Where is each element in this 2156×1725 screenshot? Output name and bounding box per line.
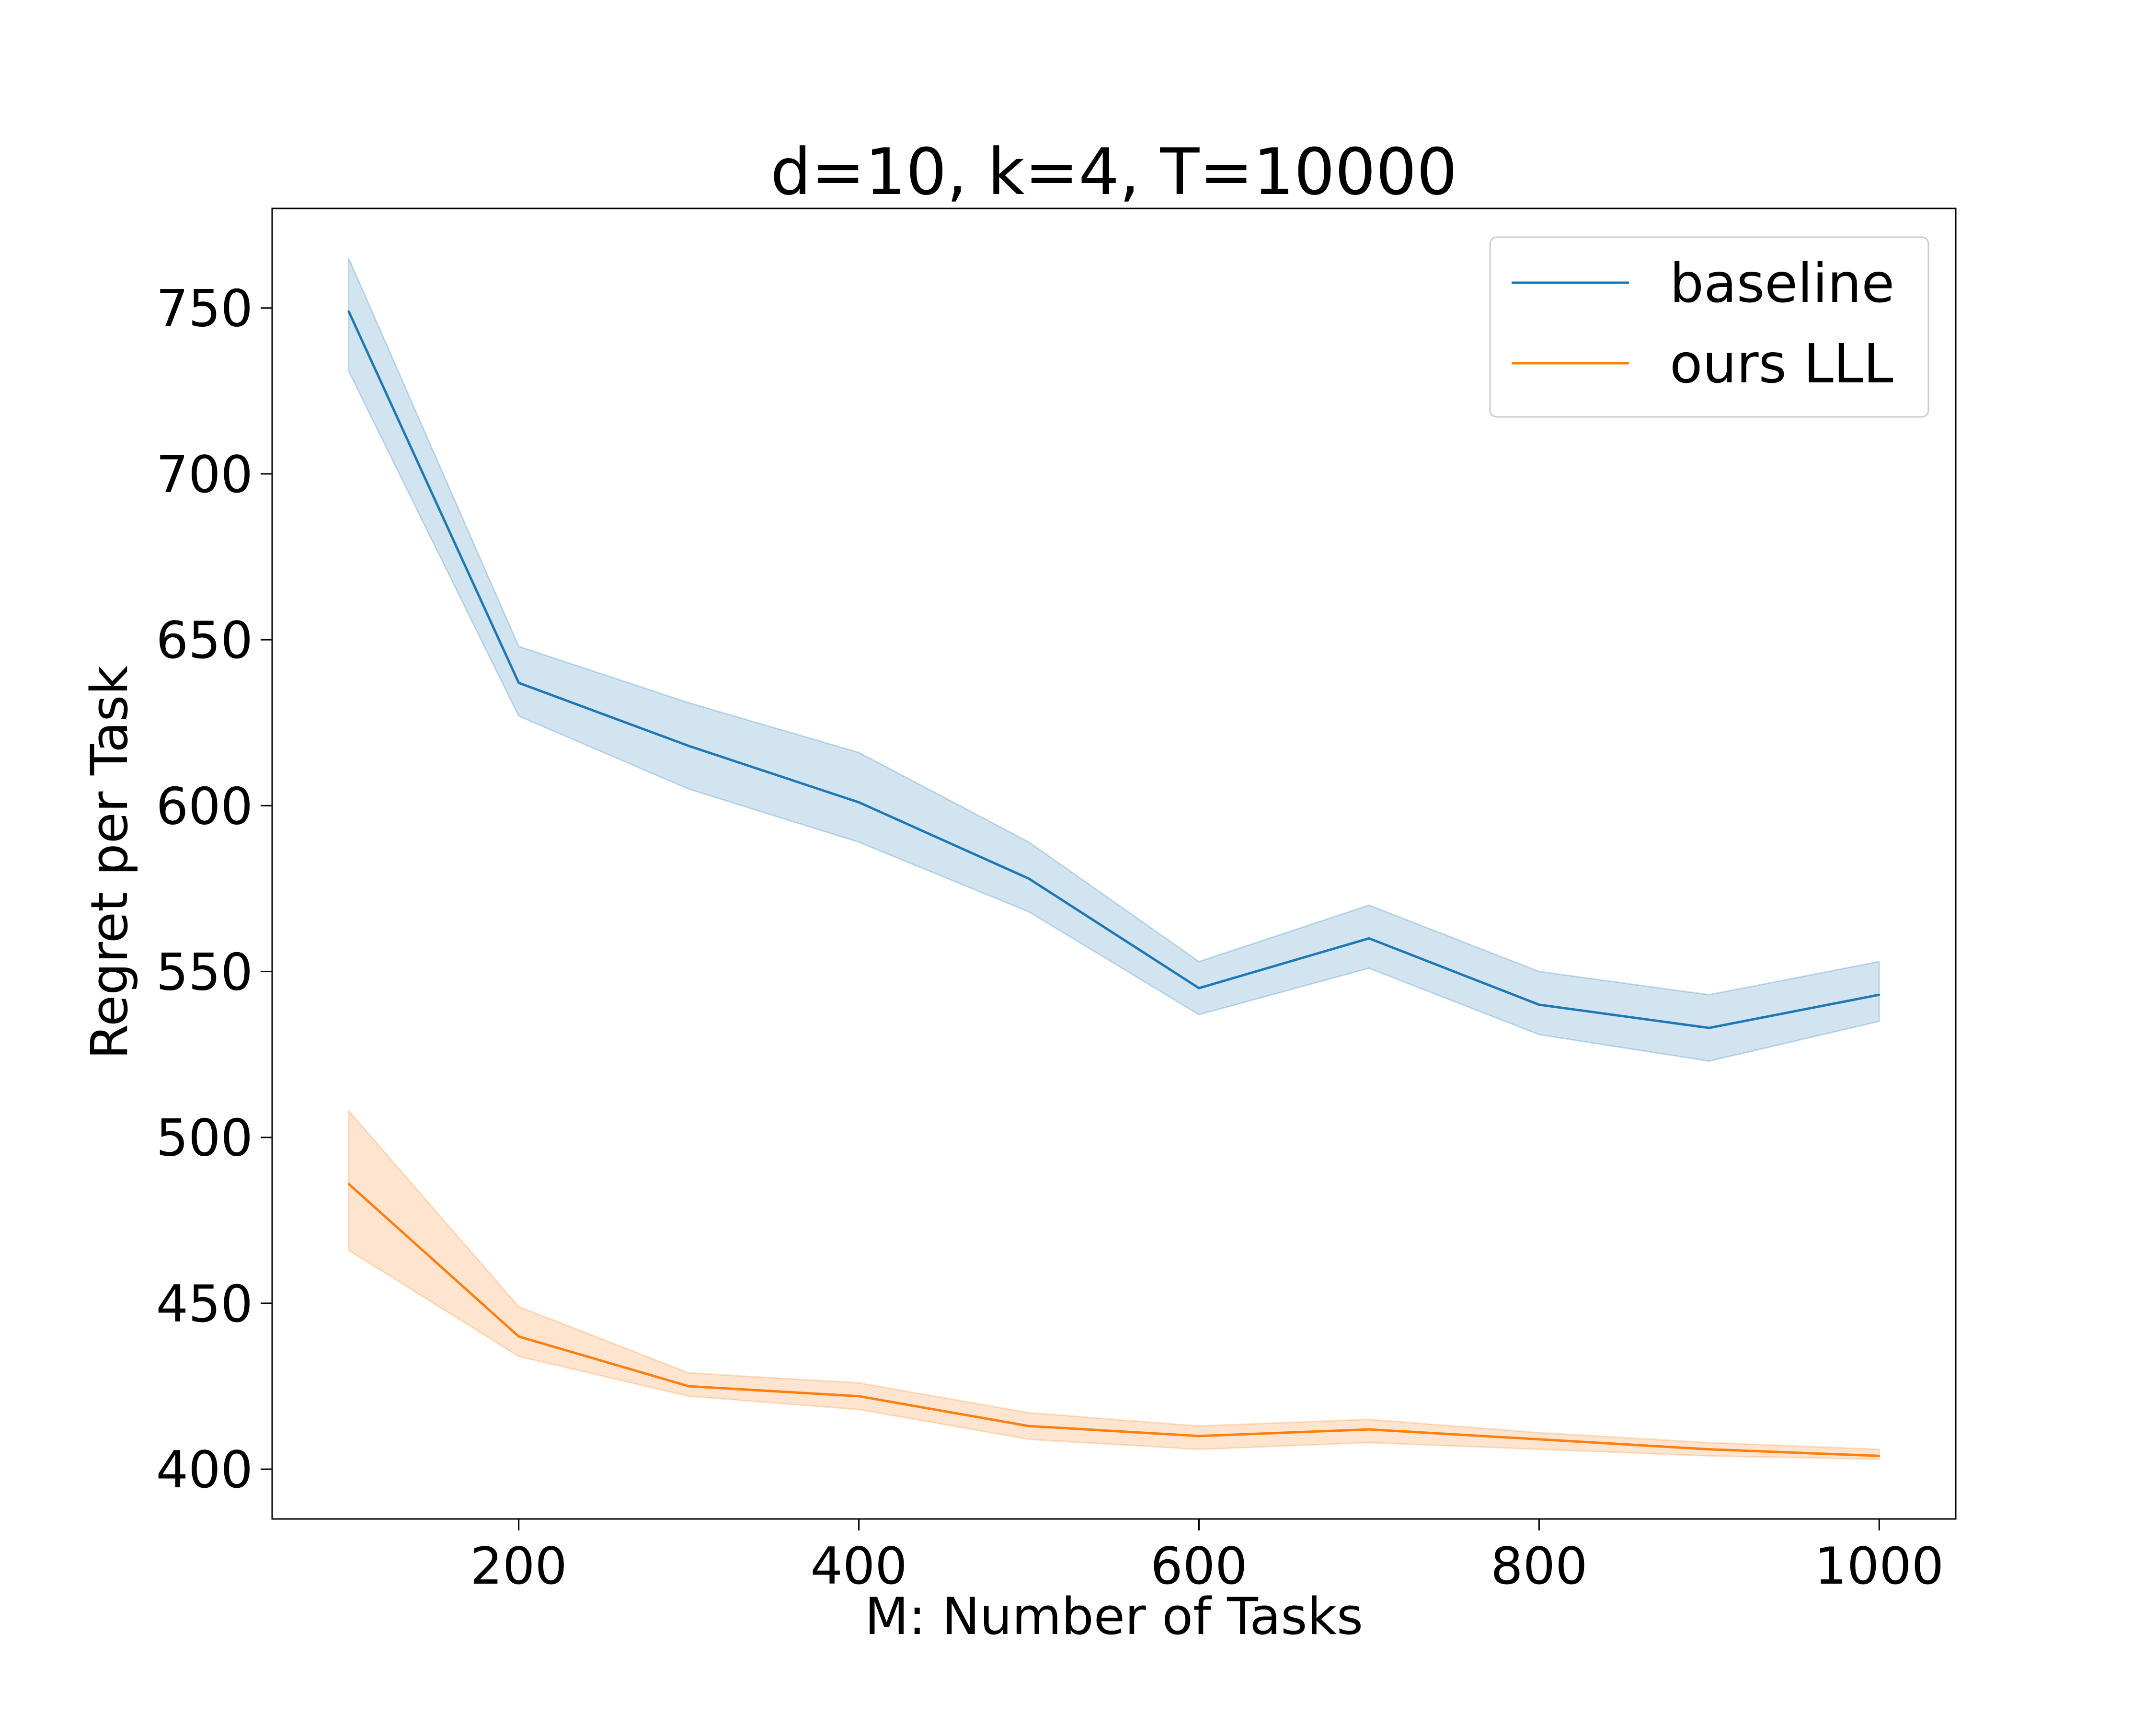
data-point-1-2 xyxy=(688,1385,690,1387)
y-tick-label-6: 700 xyxy=(156,445,253,504)
data-point-1-0 xyxy=(347,1183,350,1185)
x-tick-label-3: 800 xyxy=(1491,1537,1587,1596)
y-tick-label-3: 550 xyxy=(156,943,253,1002)
data-point-0-7 xyxy=(1538,1003,1540,1006)
y-axis-label: Regret per Task xyxy=(80,666,139,1059)
data-point-1-1 xyxy=(517,1335,520,1338)
plot-area: 200 400 600 800 1000 400 450 500 550 600 650 700 750 xyxy=(156,207,1957,1596)
data-point-1-7 xyxy=(1538,1438,1540,1440)
data-point-1-6 xyxy=(1368,1428,1370,1431)
data-point-0-8 xyxy=(1708,1027,1710,1029)
series-line-1 xyxy=(348,1183,1880,1457)
data-point-0-5 xyxy=(1198,987,1200,989)
x-tick-label-4: 1000 xyxy=(1814,1537,1944,1596)
y-tick-label-7: 750 xyxy=(156,279,253,338)
y-tick-label-2: 500 xyxy=(156,1109,253,1168)
series-line-0 xyxy=(347,310,1880,1029)
chart-title: d=10, k=4, T=10000 xyxy=(770,135,1457,209)
data-point-1-5 xyxy=(1198,1435,1200,1437)
x-tick-label-2: 600 xyxy=(1150,1537,1247,1596)
data-point-1-9 xyxy=(1878,1455,1881,1457)
data-point-1-8 xyxy=(1708,1448,1710,1450)
data-point-0-3 xyxy=(858,801,860,804)
data-point-1-3 xyxy=(858,1395,860,1397)
x-tick-label-0: 200 xyxy=(470,1537,567,1596)
y-tick-label-5: 650 xyxy=(156,611,253,670)
data-point-0-0 xyxy=(347,310,350,312)
y-tick-label-0: 400 xyxy=(156,1440,253,1499)
y-tick-label-1: 450 xyxy=(156,1275,253,1334)
y-tick-label-4: 600 xyxy=(156,777,253,836)
legend-label-1: ours LLL xyxy=(1670,333,1893,395)
confidence-band-0 xyxy=(348,258,1880,1062)
plot-frame xyxy=(271,207,1957,1520)
confidence-band-1 xyxy=(348,1109,1880,1460)
data-point-1-4 xyxy=(1028,1425,1030,1427)
x-axis-label: M: Number of Tasks xyxy=(865,1587,1363,1646)
legend-label-0: baseline xyxy=(1670,253,1894,315)
data-point-0-4 xyxy=(1028,877,1030,880)
data-point-0-2 xyxy=(688,745,690,747)
data-point-0-6 xyxy=(1368,937,1370,940)
x-tick-label-1: 400 xyxy=(810,1537,907,1596)
data-point-0-9 xyxy=(1878,994,1881,996)
data-point-0-1 xyxy=(517,682,520,684)
legend: baseline ours LLL xyxy=(1489,236,1929,418)
